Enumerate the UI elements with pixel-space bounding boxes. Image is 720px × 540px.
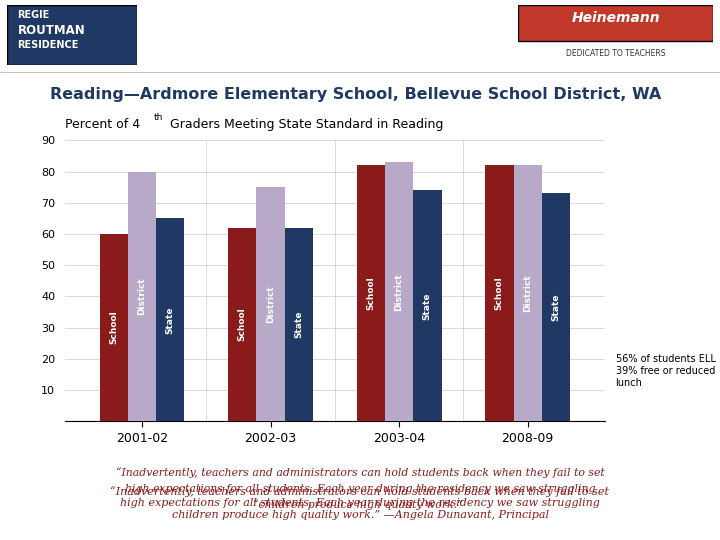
- Text: Heinemann: Heinemann: [571, 11, 660, 25]
- Text: School: School: [109, 310, 118, 345]
- Text: th: th: [154, 112, 163, 122]
- Bar: [385, 162, 413, 421]
- Text: 56% of students ELL
39% free or reduced
lunch: 56% of students ELL 39% free or reduced …: [616, 354, 716, 388]
- Bar: [356, 165, 385, 421]
- Text: District: District: [523, 274, 532, 312]
- Text: State: State: [423, 292, 432, 320]
- Bar: [541, 193, 570, 421]
- Text: RESIDENCE: RESIDENCE: [17, 40, 79, 50]
- Text: State: State: [294, 310, 303, 338]
- Bar: [284, 228, 313, 421]
- Text: District: District: [266, 285, 275, 323]
- Bar: [99, 234, 128, 421]
- Text: State: State: [552, 294, 560, 321]
- FancyBboxPatch shape: [7, 5, 137, 65]
- Text: ROUTMAN: ROUTMAN: [17, 24, 85, 37]
- Bar: [128, 172, 156, 421]
- Text: Graders Meeting State Standard in Reading: Graders Meeting State Standard in Readin…: [166, 118, 443, 131]
- Text: School: School: [366, 276, 375, 310]
- Text: State: State: [166, 306, 175, 334]
- Text: “Inadvertently, teachers and administrators can hold students back when they fai: “Inadvertently, teachers and administrat…: [110, 486, 610, 520]
- Bar: [513, 165, 542, 421]
- Text: DEDICATED TO TEACHERS: DEDICATED TO TEACHERS: [566, 49, 665, 58]
- Text: Reading—Ardmore Elementary School, Bellevue School District, WA: Reading—Ardmore Elementary School, Belle…: [50, 87, 662, 102]
- FancyBboxPatch shape: [518, 5, 713, 41]
- Bar: [256, 187, 284, 421]
- Bar: [228, 228, 256, 421]
- Bar: [413, 190, 441, 421]
- Text: School: School: [238, 308, 247, 341]
- Text: high expectations for all students. Each year during the residency we saw strugg: high expectations for all students. Each…: [125, 484, 595, 494]
- Bar: [485, 165, 513, 421]
- Text: “Inadvertently, teachers and administrators can hold students back when they fai: “Inadvertently, teachers and administrat…: [116, 467, 604, 478]
- Text: District: District: [395, 273, 404, 310]
- Text: District: District: [138, 278, 146, 315]
- Text: School: School: [495, 276, 504, 310]
- Text: Percent of 4: Percent of 4: [65, 118, 140, 131]
- Text: REGIE: REGIE: [17, 10, 50, 21]
- Bar: [156, 218, 184, 421]
- Text: “children produce high quality work.”: “children produce high quality work.”: [253, 500, 467, 510]
